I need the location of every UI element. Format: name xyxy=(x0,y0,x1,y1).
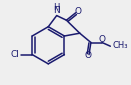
Text: O: O xyxy=(84,51,91,60)
Text: N: N xyxy=(53,6,60,15)
Text: Cl: Cl xyxy=(10,50,19,59)
Text: O: O xyxy=(74,7,81,16)
Text: O: O xyxy=(99,35,106,44)
Text: H: H xyxy=(53,3,59,12)
Text: CH₃: CH₃ xyxy=(113,41,128,50)
